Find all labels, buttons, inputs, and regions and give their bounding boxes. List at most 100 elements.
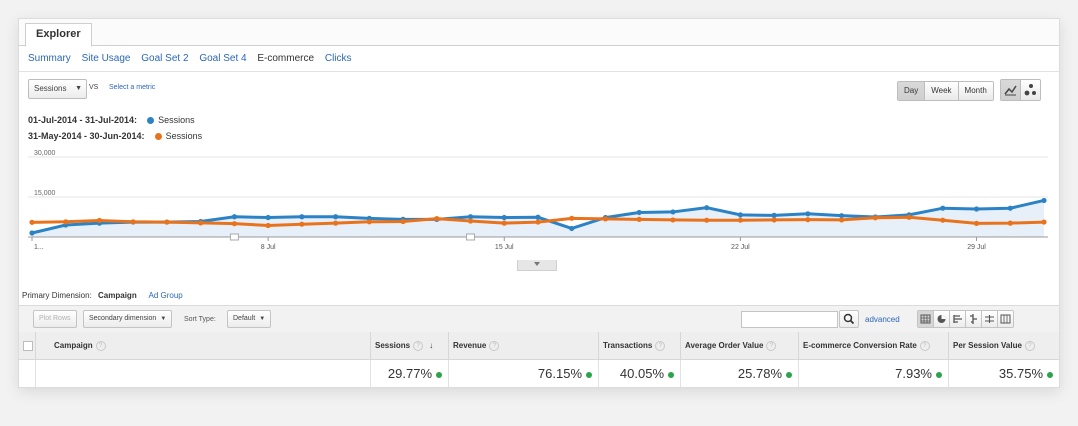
annotation-marker: [466, 233, 476, 241]
performance-view-icon[interactable]: [950, 311, 966, 327]
x-tick-label: 8 Jul: [261, 244, 276, 251]
secondary-dimension-label: Secondary dimension: [89, 315, 157, 322]
cell-revenue-value: 76.15%: [537, 366, 582, 381]
column-campaign[interactable]: Campaign?: [35, 332, 370, 359]
x-tick-label: 29 Jul: [967, 244, 986, 251]
comparison-view-icon[interactable]: [966, 311, 982, 327]
data-point-previous: [569, 215, 575, 221]
motion-chart-icon[interactable]: [1021, 80, 1040, 100]
data-point-current: [29, 230, 35, 236]
table-toolbar: Plot Rows Secondary dimension ▼ Sort Type…: [19, 305, 1059, 333]
data-point-current: [839, 213, 845, 219]
column-conversion-rate[interactable]: E-commerce Conversion Rate?: [798, 332, 948, 359]
metric-dropdown[interactable]: Sessions ▼: [28, 79, 87, 99]
cell-per-session-value: 35.75%: [948, 360, 1059, 387]
data-point-previous: [602, 216, 609, 222]
column-transactions[interactable]: Transactions?: [598, 332, 680, 359]
cell-sessions: 29.77%: [370, 360, 448, 387]
data-point-current: [535, 214, 541, 220]
data-point-previous: [467, 218, 474, 224]
cell-conversion-value: 7.93%: [895, 366, 932, 381]
legend-dot-icon: [154, 133, 162, 141]
data-point-previous: [636, 216, 642, 222]
help-icon[interactable]: ?: [1024, 340, 1035, 351]
data-point-current: [940, 205, 946, 211]
data-point-previous: [940, 217, 946, 223]
data-point-previous: [771, 217, 777, 223]
day-button[interactable]: Day: [898, 82, 926, 100]
period-buttons: Day Week Month: [897, 81, 994, 101]
column-sessions-label: Sessions: [375, 341, 411, 350]
plot-rows-button[interactable]: Plot Rows: [33, 310, 77, 328]
divider: [19, 71, 1059, 72]
sessions-line-chart: 30,000 15,000 1... 8 Jul 15 Jul 22 Jul 29 Jul: [28, 150, 1048, 251]
increase-indicator-icon: [586, 371, 592, 378]
column-campaign-label: Campaign: [54, 341, 93, 350]
data-point-current: [569, 225, 575, 232]
column-average-order-value[interactable]: Average Order Value?: [680, 332, 798, 359]
data-point-previous: [973, 220, 980, 226]
subnav-clicks[interactable]: Clicks: [324, 53, 352, 64]
sort-desc-icon: ↓: [429, 341, 434, 350]
sort-type-label: Sort Type:: [184, 316, 216, 323]
table-search-input[interactable]: [741, 311, 838, 328]
primary-dimension-campaign: Campaign: [98, 291, 137, 300]
help-icon[interactable]: ?: [489, 340, 500, 351]
pie-view-icon[interactable]: [934, 311, 950, 327]
primary-dimension-ad-group[interactable]: Ad Group: [148, 291, 183, 300]
increase-indicator-icon: [936, 371, 942, 378]
data-point-previous: [737, 217, 744, 223]
data-table-view-icon[interactable]: [918, 311, 934, 327]
subnav-site-usage[interactable]: Site Usage: [81, 53, 131, 64]
legend-current-range: 01-Jul-2014 - 31-Jul-2014:: [28, 115, 138, 125]
secondary-dimension-dropdown[interactable]: Secondary dimension ▼: [83, 310, 173, 328]
pivot-view-icon[interactable]: [998, 311, 1013, 327]
column-revenue[interactable]: Revenue?: [448, 332, 598, 359]
increase-indicator-icon: [786, 371, 792, 378]
data-point-previous: [265, 222, 271, 229]
select-metric-link[interactable]: Select a metric: [109, 84, 156, 91]
data-point-current: [265, 214, 271, 221]
explorer-panel: Explorer Summary Site Usage Goal Set 2 G…: [18, 18, 1060, 388]
data-point-current: [467, 214, 474, 220]
chart-scroll-handle[interactable]: [517, 260, 557, 271]
legend-previous: 31-May-2014 - 30-Jun-2014: Sessions: [28, 131, 202, 141]
tab-explorer[interactable]: Explorer: [25, 23, 92, 47]
subnav-ecommerce[interactable]: E-commerce: [257, 53, 315, 64]
help-icon[interactable]: ?: [766, 340, 777, 351]
help-icon[interactable]: ?: [655, 340, 666, 351]
data-point-current: [670, 209, 676, 215]
advanced-filter-link[interactable]: advanced: [865, 315, 900, 324]
cell-transactions-value: 40.05%: [619, 366, 664, 381]
line-chart-icon[interactable]: [1001, 80, 1021, 100]
sort-type-dropdown[interactable]: Default ▼: [227, 310, 272, 328]
term-cloud-view-icon[interactable]: [982, 311, 998, 327]
column-aov-label: Average Order Value: [685, 341, 764, 350]
subnav-goal-set-4[interactable]: Goal Set 4: [199, 53, 247, 64]
data-point-current: [231, 214, 237, 220]
x-tick-label: 15 Jul: [495, 244, 514, 251]
column-psv-label: Per Session Value: [953, 341, 1022, 350]
subnav-summary[interactable]: Summary: [28, 53, 71, 64]
column-per-session-value[interactable]: Per Session Value?: [948, 332, 1059, 359]
help-icon[interactable]: ?: [95, 340, 106, 351]
column-sessions[interactable]: Sessions? ↓: [370, 332, 448, 359]
vs-label: VS: [89, 84, 99, 91]
increase-indicator-icon: [668, 371, 674, 378]
table-row: 29.77% 76.15% 40.05% 25.78% 7.93% 35.75%: [19, 360, 1059, 387]
data-point-previous: [1041, 219, 1047, 225]
data-point-previous: [164, 219, 170, 225]
search-icon[interactable]: [839, 310, 859, 328]
help-icon[interactable]: ?: [413, 340, 424, 351]
data-point-previous: [198, 220, 204, 226]
help-icon[interactable]: ?: [919, 340, 930, 351]
legend-current-series: Sessions: [158, 115, 195, 125]
legend-dot-icon: [147, 117, 155, 125]
month-button[interactable]: Month: [958, 82, 993, 100]
legend-previous-series: Sessions: [165, 131, 203, 141]
subnav-goal-set-2[interactable]: Goal Set 2: [141, 53, 189, 64]
explorer-subnav: Summary Site Usage Goal Set 2 Goal Set 4…: [28, 53, 360, 64]
select-all-checkbox[interactable]: [23, 341, 33, 351]
cell-average-order-value: 25.78%: [680, 360, 798, 387]
week-button[interactable]: Week: [925, 82, 959, 100]
